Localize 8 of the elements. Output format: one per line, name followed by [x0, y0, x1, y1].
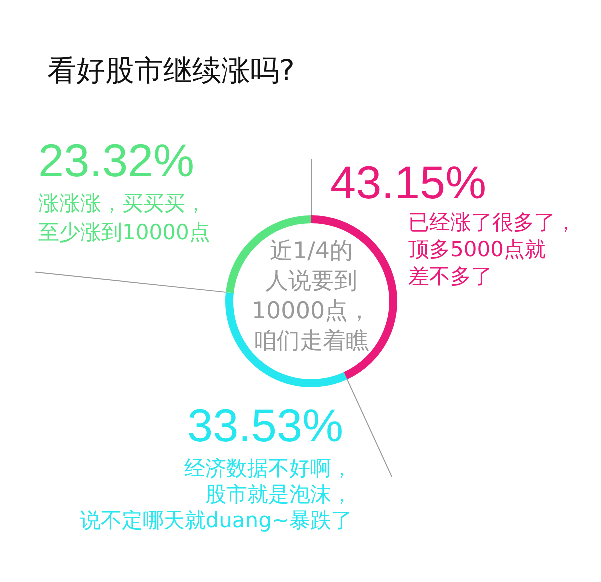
data-label: 43.15% [330, 156, 487, 208]
slice-label: 经济数据不好啊，股市就是泡沫，说不定哪天就duang~暴跌了 [80, 456, 353, 532]
chart-title: 看好股市继续涨吗? [48, 54, 295, 88]
slice-label: 涨涨涨，买买买，至少涨到10000点 [38, 192, 210, 244]
text: 近1/4的人说要到10000点，咱们走着瞧 [252, 238, 372, 354]
data-label: 23.32% [38, 134, 195, 186]
slice-label: 已经涨了很多了，顶多5000点就差不多了 [408, 210, 576, 288]
data-label: 33.53% [187, 400, 344, 452]
